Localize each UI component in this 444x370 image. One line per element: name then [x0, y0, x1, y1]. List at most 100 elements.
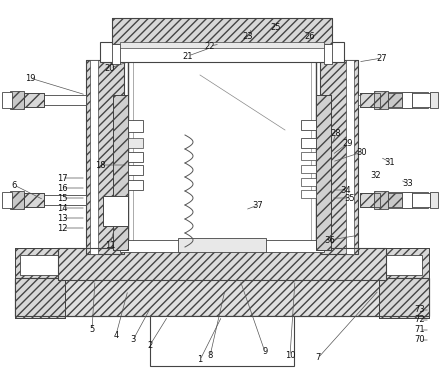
Text: 29: 29	[343, 138, 353, 148]
Text: 17: 17	[57, 174, 67, 182]
Text: 13: 13	[57, 213, 67, 222]
Bar	[2, 192, 12, 208]
Text: 14: 14	[57, 204, 67, 212]
Bar	[360, 193, 380, 207]
Bar	[44, 95, 86, 105]
Bar	[15, 248, 65, 318]
Bar	[128, 165, 143, 175]
Text: 72: 72	[415, 316, 425, 324]
Bar	[100, 42, 344, 62]
Text: 22: 22	[205, 41, 215, 50]
Bar	[24, 93, 44, 107]
Text: 35: 35	[345, 194, 355, 202]
Text: 18: 18	[95, 161, 105, 169]
Bar	[374, 191, 388, 209]
Text: 34: 34	[341, 185, 351, 195]
Bar	[412, 193, 430, 207]
Text: 37: 37	[253, 201, 263, 209]
Bar	[388, 192, 428, 208]
Bar	[58, 248, 386, 280]
Bar	[384, 255, 422, 275]
Text: 70: 70	[415, 336, 425, 344]
Text: 9: 9	[262, 347, 268, 357]
Bar	[301, 120, 316, 130]
Bar	[402, 192, 412, 208]
Bar	[20, 255, 58, 275]
Bar	[316, 95, 331, 250]
Bar	[301, 152, 316, 160]
Bar	[374, 91, 388, 109]
Bar	[128, 60, 316, 246]
Bar	[301, 178, 316, 186]
Text: 1: 1	[198, 356, 202, 364]
Bar	[44, 195, 86, 205]
Bar	[86, 60, 124, 254]
Text: 32: 32	[371, 171, 381, 179]
Text: 11: 11	[105, 240, 115, 249]
Text: 26: 26	[305, 31, 315, 40]
Bar	[430, 192, 438, 208]
Text: 16: 16	[57, 184, 67, 192]
Bar	[324, 44, 332, 64]
Bar	[103, 196, 128, 226]
Bar	[379, 248, 429, 318]
Text: 2: 2	[147, 340, 153, 350]
Bar	[316, 95, 331, 250]
Bar	[388, 92, 428, 108]
Bar	[15, 248, 65, 318]
Text: 4: 4	[113, 330, 119, 340]
Text: 8: 8	[207, 352, 213, 360]
Bar	[128, 180, 143, 190]
Bar	[360, 93, 380, 107]
Bar	[128, 120, 143, 132]
Text: 71: 71	[415, 326, 425, 334]
Bar	[15, 278, 429, 316]
Text: 31: 31	[385, 158, 395, 166]
Bar	[412, 93, 430, 107]
Bar	[301, 165, 316, 173]
Text: 30: 30	[357, 148, 367, 157]
Bar	[388, 93, 402, 107]
Text: 21: 21	[183, 51, 193, 61]
Bar	[112, 18, 332, 44]
Bar	[112, 18, 332, 44]
Bar	[360, 193, 380, 207]
Text: 15: 15	[57, 194, 67, 202]
Text: 12: 12	[57, 223, 67, 232]
Text: 19: 19	[25, 74, 35, 83]
Text: 28: 28	[331, 128, 341, 138]
Bar	[24, 93, 44, 107]
Bar	[379, 248, 429, 318]
Bar	[15, 278, 429, 316]
Bar	[264, 240, 324, 252]
Bar	[358, 95, 360, 105]
Text: 7: 7	[315, 353, 321, 363]
Bar	[24, 193, 44, 207]
Bar	[346, 60, 354, 254]
Bar	[128, 152, 143, 162]
Text: 36: 36	[325, 235, 335, 245]
Text: 20: 20	[105, 64, 115, 73]
Bar	[360, 93, 380, 107]
Bar	[113, 95, 128, 250]
Bar	[402, 92, 412, 108]
Text: 10: 10	[285, 352, 295, 360]
Bar	[113, 95, 128, 250]
Bar	[58, 248, 386, 280]
Bar	[301, 190, 316, 198]
Text: 27: 27	[377, 54, 387, 63]
Bar	[178, 238, 266, 252]
Text: 5: 5	[89, 326, 95, 334]
Text: 33: 33	[403, 178, 413, 188]
Text: 73: 73	[415, 306, 425, 314]
Bar	[301, 138, 316, 148]
Bar	[388, 193, 402, 207]
Bar	[128, 138, 143, 148]
Text: 23: 23	[243, 31, 254, 40]
Bar	[320, 60, 358, 254]
Bar	[2, 92, 12, 108]
Bar	[10, 91, 24, 109]
Bar	[120, 42, 324, 48]
Bar	[430, 92, 438, 108]
Bar	[150, 316, 294, 366]
